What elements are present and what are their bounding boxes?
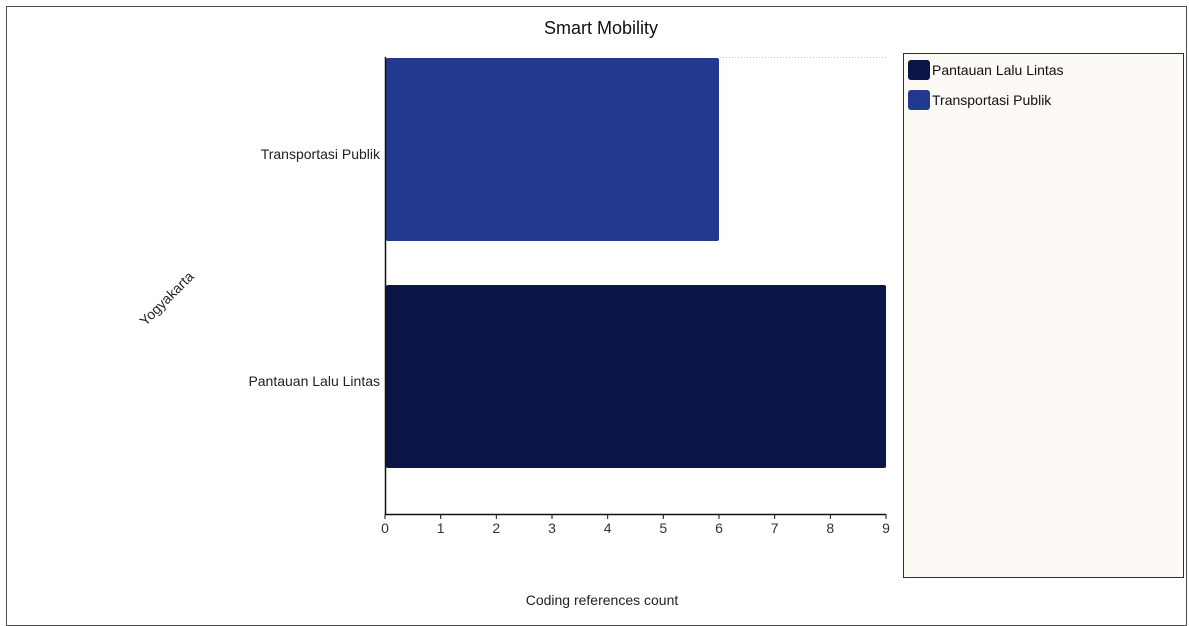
legend-box	[903, 53, 1184, 578]
group-label: Yogyakarta	[136, 268, 197, 329]
x-ticks-layer: 0 1 2 3 4 5 6 7 8 9	[381, 514, 890, 536]
x-axis-title: Coding references count	[526, 592, 679, 608]
chart-title: Smart Mobility	[544, 18, 658, 38]
x-tick-label: 6	[715, 520, 723, 536]
x-tick-label: 5	[659, 520, 667, 536]
bar-pantauan-lalu-lintas	[386, 285, 886, 468]
x-tick-label: 7	[771, 520, 779, 536]
legend-swatch[interactable]	[908, 90, 930, 110]
x-tick-label: 4	[604, 520, 612, 536]
category-label: Transportasi Publik	[261, 146, 381, 162]
category-label: Pantauan Lalu Lintas	[248, 373, 380, 389]
x-tick-label: 3	[548, 520, 556, 536]
legend-label[interactable]: Transportasi Publik	[932, 92, 1052, 108]
legend-label[interactable]: Pantauan Lalu Lintas	[932, 62, 1064, 78]
x-tick-label: 2	[492, 520, 500, 536]
legend-swatch[interactable]	[908, 60, 930, 80]
bars-layer	[386, 58, 886, 468]
legend-entries: Pantauan Lalu Lintas Transportasi Publik	[908, 60, 1064, 110]
category-labels-layer: Transportasi Publik Pantauan Lalu Lintas	[248, 146, 381, 389]
x-tick-label: 0	[381, 520, 389, 536]
bar-transportasi-publik	[386, 58, 719, 241]
x-tick-label: 9	[882, 520, 890, 536]
x-tick-label: 1	[437, 520, 445, 536]
x-tick-label: 8	[826, 520, 834, 536]
